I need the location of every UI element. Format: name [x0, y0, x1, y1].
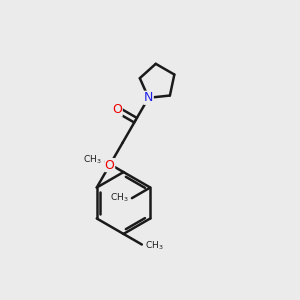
Text: CH$_3$: CH$_3$ [83, 154, 102, 166]
Text: O: O [105, 159, 115, 172]
Text: N: N [144, 91, 153, 104]
Text: O: O [112, 103, 122, 116]
Text: CH$_3$: CH$_3$ [110, 192, 128, 204]
Text: CH$_3$: CH$_3$ [146, 240, 164, 252]
